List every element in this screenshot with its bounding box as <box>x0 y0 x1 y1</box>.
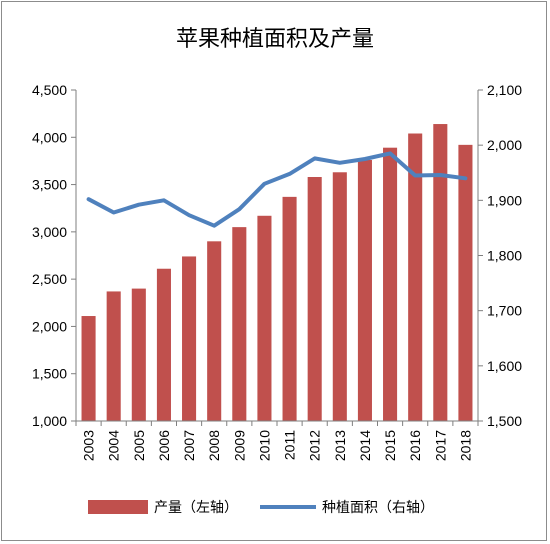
left-tick-label: 3,500 <box>32 177 67 193</box>
x-tick-label: 2014 <box>357 430 373 461</box>
bar <box>257 215 272 421</box>
right-tick-label: 2,100 <box>487 82 522 98</box>
left-tick-label: 2,500 <box>32 271 67 287</box>
x-tick-label: 2017 <box>432 430 448 461</box>
bar <box>207 241 222 421</box>
bar <box>433 124 448 421</box>
legend: 产量（左轴） 种植面积（右轴） <box>88 500 434 516</box>
legend-label-bar: 产量（左轴） <box>154 500 238 516</box>
x-tick-label: 2010 <box>256 430 272 461</box>
right-tick-label: 1,800 <box>487 248 522 264</box>
x-tick-label: 2004 <box>106 430 122 461</box>
x-tick-label: 2018 <box>457 430 473 461</box>
x-tick-label: 2015 <box>382 430 398 461</box>
area-line <box>86 151 468 228</box>
bar <box>232 227 247 421</box>
bar-series <box>81 124 473 422</box>
left-tick-label: 4,500 <box>32 82 67 98</box>
x-tick-label: 2013 <box>332 430 348 461</box>
bar <box>357 159 372 422</box>
bar <box>156 268 171 421</box>
right-tick-label: 2,000 <box>487 137 522 153</box>
bar <box>408 133 423 421</box>
x-tick-label: 2006 <box>156 430 172 461</box>
left-tick-label: 4,000 <box>32 129 67 145</box>
x-tick-label: 2012 <box>307 430 323 461</box>
bar <box>182 256 197 421</box>
x-tick-label: 2009 <box>231 430 247 461</box>
right-tick-label: 1,600 <box>487 358 522 374</box>
legend-label-line: 种植面积（右轴） <box>322 500 434 516</box>
bar <box>131 288 146 421</box>
legend-swatch-bar <box>88 500 148 514</box>
x-tick-label: 2005 <box>131 430 147 461</box>
left-tick-label: 1,000 <box>32 413 67 429</box>
bar <box>106 291 121 421</box>
bar <box>458 144 473 421</box>
bar <box>282 196 297 421</box>
line-series <box>86 151 468 228</box>
right-tick-label: 1,700 <box>487 303 522 319</box>
right-tick-label: 1,900 <box>487 192 522 208</box>
right-tick-label: 1,500 <box>487 413 522 429</box>
x-tick-label: 2011 <box>282 430 298 460</box>
x-axis-ticks: 2003 2004 2005 2006 2007 2008 2009 2010 2011 2012… <box>81 430 474 461</box>
x-tick-label: 2007 <box>181 430 197 461</box>
left-axis-ticks: 1,000 1,500 2,000 2,500 3,000 3,500 4,000 4,500 <box>32 82 76 429</box>
left-tick-label: 1,500 <box>32 366 67 382</box>
left-tick-label: 2,000 <box>32 318 67 334</box>
bar <box>332 172 347 421</box>
right-axis-ticks: 1,500 1,600 1,700 1,800 1,900 2,000 2,100 <box>478 82 522 429</box>
x-tick-label: 2003 <box>81 430 97 461</box>
bar <box>307 177 322 421</box>
bar <box>383 147 398 421</box>
bar <box>81 316 96 421</box>
x-tick-label: 2016 <box>407 430 423 461</box>
chart-title: 苹果种植面积及产量 <box>176 27 374 52</box>
x-tick-label: 2008 <box>206 430 222 461</box>
left-tick-label: 3,000 <box>32 224 67 240</box>
